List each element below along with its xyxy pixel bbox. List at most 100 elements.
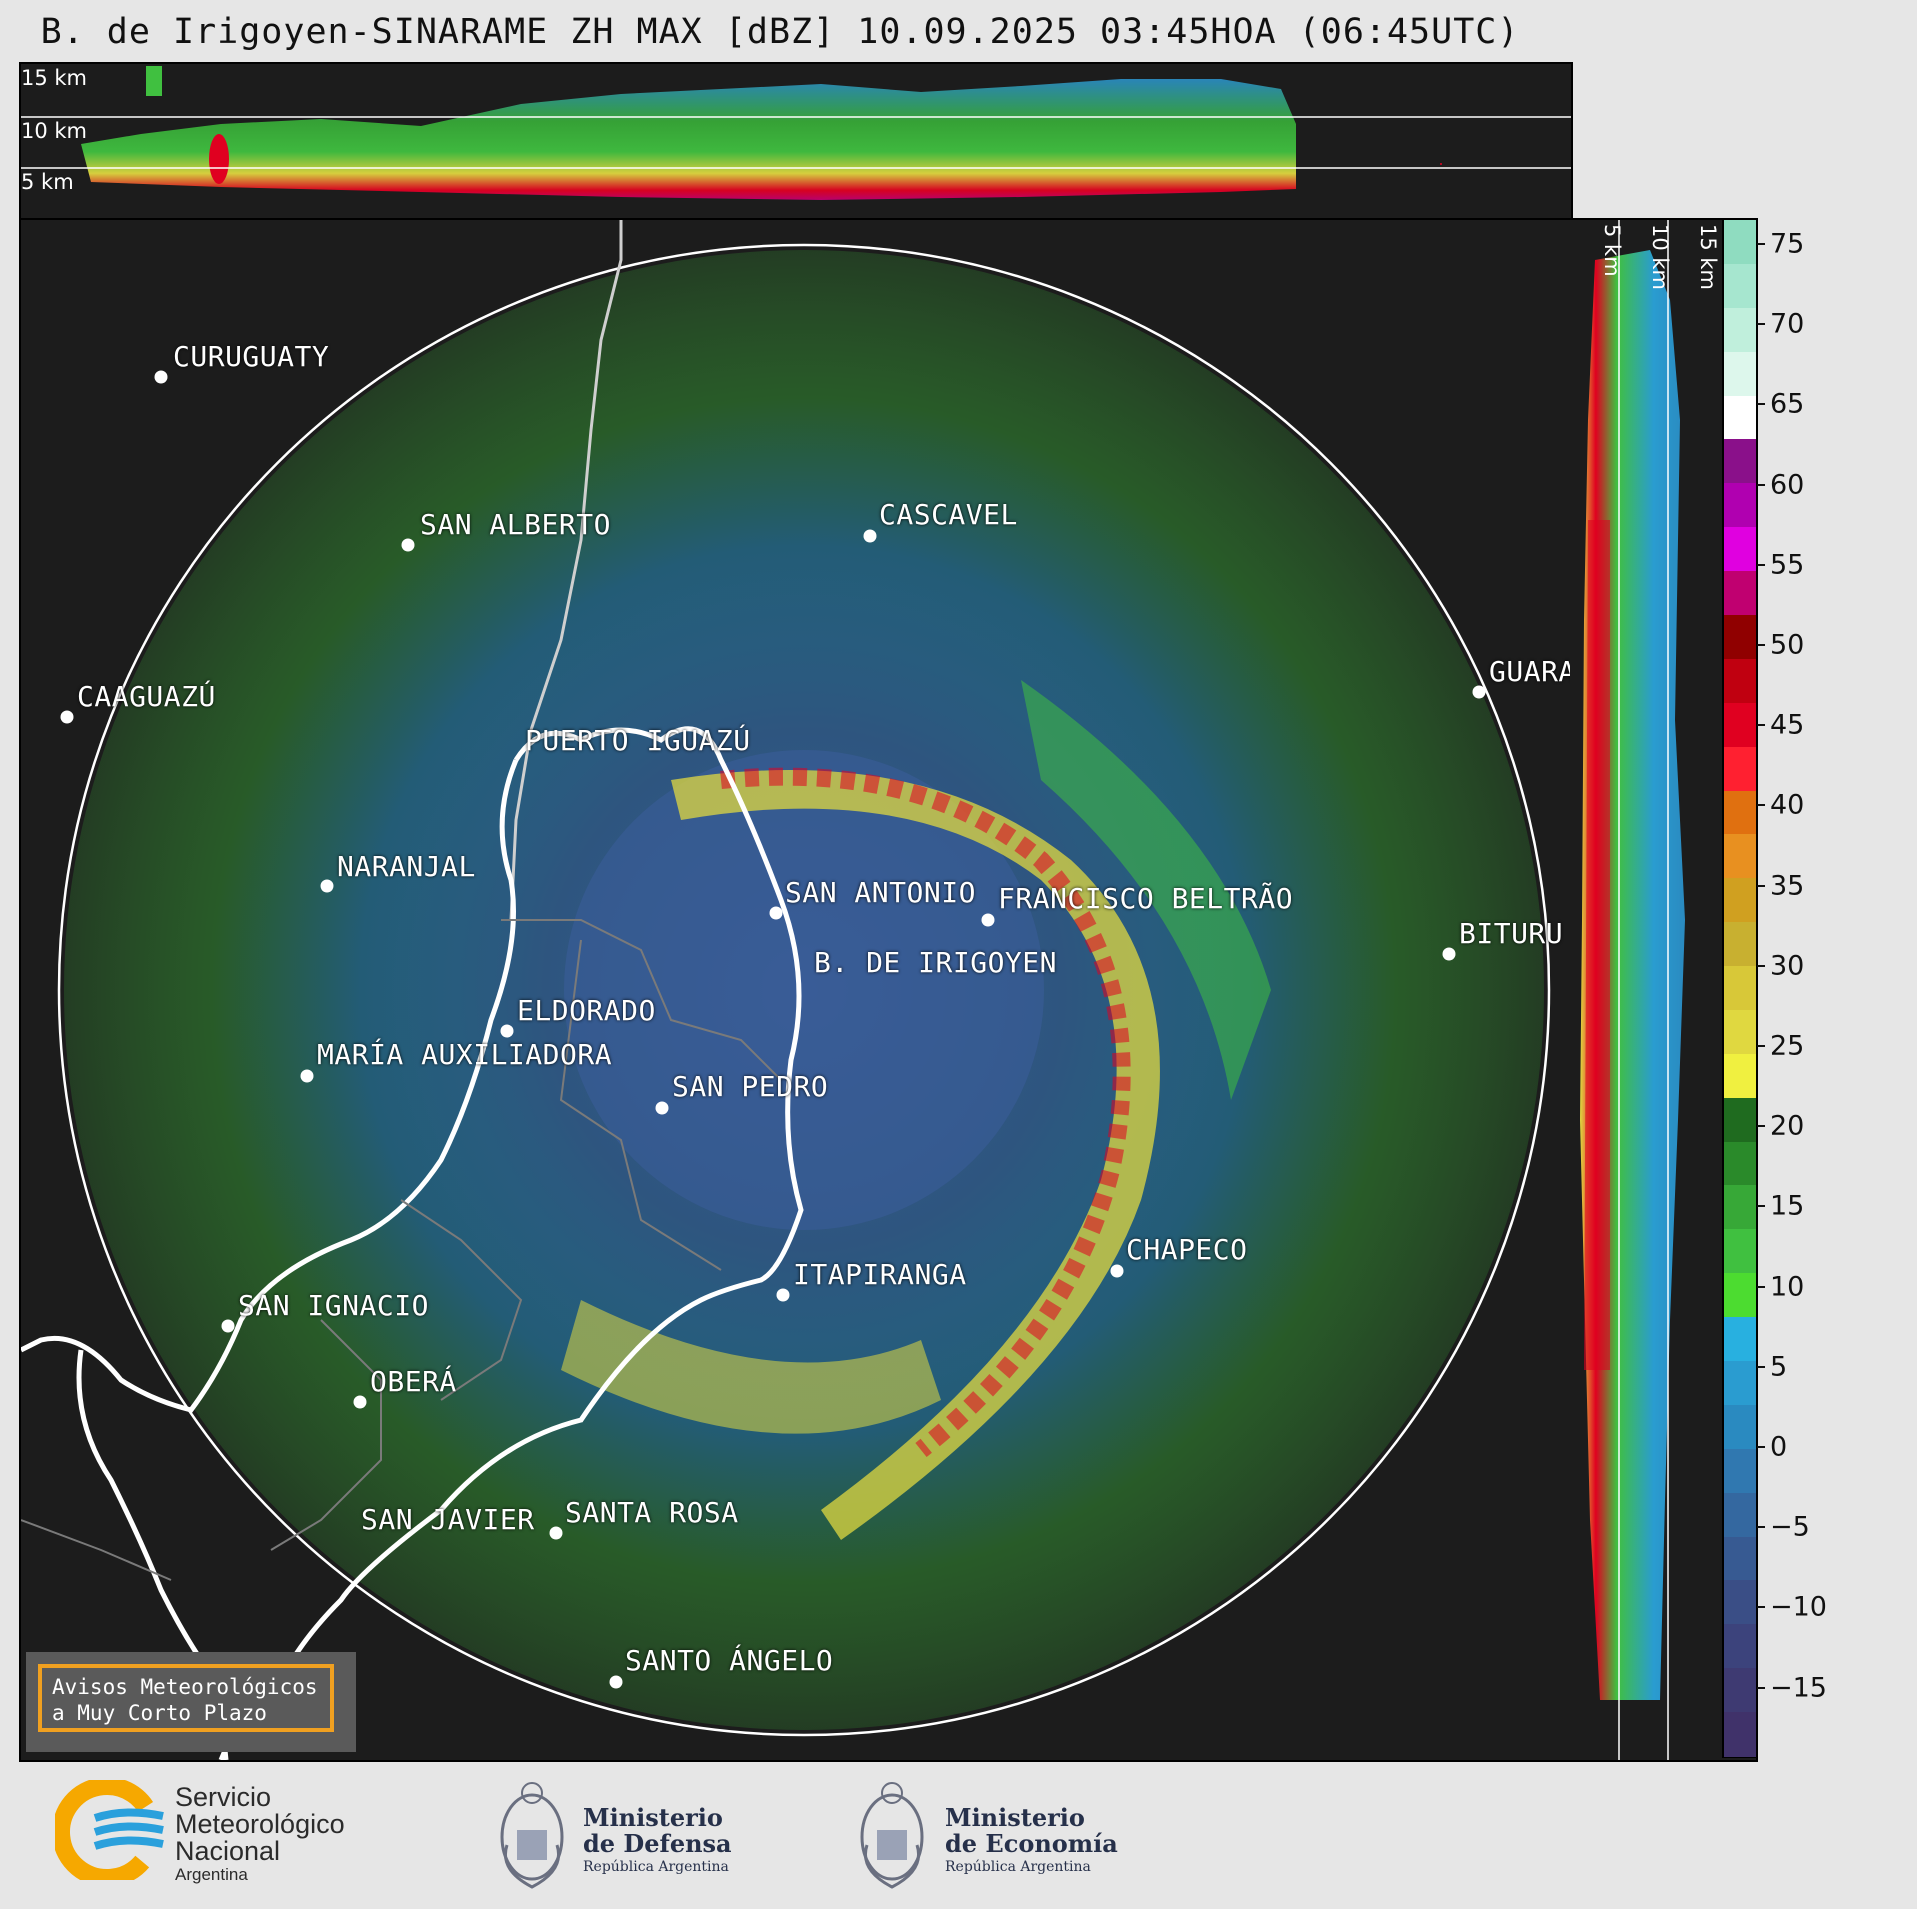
colorbar-band bbox=[1724, 1404, 1756, 1450]
colorbar-tick-label: −5 bbox=[1770, 1511, 1810, 1543]
city-label-bituru: BITURU bbox=[1459, 917, 1564, 950]
colorbar-band bbox=[1724, 1492, 1756, 1538]
colorbar-band bbox=[1724, 1273, 1756, 1319]
colorbar-tick-label: 55 bbox=[1770, 549, 1805, 581]
top-height-label-15km: 15 km bbox=[21, 66, 88, 90]
top-height-profile-panel: 15 km 10 km 5 km bbox=[19, 62, 1573, 221]
city-label-chapeco: CHAPECO bbox=[1126, 1233, 1248, 1266]
city-marker-santa-rosa bbox=[549, 1526, 563, 1540]
city-marker-bituru bbox=[1442, 947, 1456, 961]
side-height-label-5km: 5 km bbox=[1600, 224, 1624, 277]
colorbar-band bbox=[1724, 351, 1756, 397]
city-label-san-alberto: SAN ALBERTO bbox=[420, 508, 611, 541]
colorbar-band bbox=[1724, 922, 1756, 968]
colorbar-tick-label: 20 bbox=[1770, 1110, 1805, 1142]
economia-line-3: República Argentina bbox=[945, 1859, 1091, 1875]
colorbar-tick-mark bbox=[1757, 804, 1765, 807]
city-label-san-javier: SAN JAVIER bbox=[361, 1503, 535, 1536]
avisos-box: Avisos Meteorológicos a Muy Corto Plazo bbox=[26, 1652, 356, 1752]
defensa-line-2: de Defensa bbox=[583, 1829, 732, 1858]
city-label-obera: OBERÁ bbox=[370, 1365, 457, 1398]
colorbar-band bbox=[1724, 1624, 1756, 1670]
colorbar-band bbox=[1724, 527, 1756, 573]
city-label-guara: GUARA bbox=[1489, 655, 1573, 688]
city-marker-eldorado bbox=[500, 1024, 514, 1038]
colorbar-tick-label: 40 bbox=[1770, 789, 1805, 821]
colorbar-tick-label: 65 bbox=[1770, 388, 1805, 420]
escudo-defensa-icon bbox=[500, 1782, 564, 1889]
city-marker-cascavel bbox=[863, 529, 877, 543]
city-marker-francisco-beltrao bbox=[981, 913, 995, 927]
colorbar-band bbox=[1724, 439, 1756, 485]
colorbar-band bbox=[1724, 1229, 1756, 1275]
city-label-francisco-beltrao: FRANCISCO BELTRÃO bbox=[998, 882, 1294, 915]
colorbar-band bbox=[1724, 1317, 1756, 1363]
defensa-line-1: Ministerio bbox=[583, 1803, 723, 1832]
city-label-curuguaty: CURUGUATY bbox=[173, 340, 330, 373]
city-label-eldorado: ELDORADO bbox=[517, 994, 656, 1027]
colorbar-band bbox=[1724, 1185, 1756, 1231]
colorbar-band bbox=[1724, 1097, 1756, 1143]
city-label-san-antonio: SAN ANTONIO bbox=[785, 876, 976, 909]
colorbar-tick-mark bbox=[1757, 1365, 1765, 1368]
city-marker-chapeco bbox=[1110, 1264, 1124, 1278]
colorbar-tick-label: 75 bbox=[1770, 228, 1805, 260]
colorbar-band bbox=[1724, 1053, 1756, 1099]
colorbar-band bbox=[1724, 1536, 1756, 1582]
top-profile-graphic bbox=[21, 66, 1571, 200]
colorbar-tick-mark bbox=[1757, 1686, 1765, 1689]
escudo-economia-icon bbox=[860, 1782, 924, 1889]
colorbar-band bbox=[1724, 878, 1756, 924]
side-height-label-10km: 10 km bbox=[1648, 224, 1672, 291]
colorbar-tick-mark bbox=[1757, 644, 1765, 646]
colorbar-tick-mark bbox=[1757, 724, 1765, 727]
colorbar-tick-mark bbox=[1757, 1606, 1765, 1609]
colorbar-band bbox=[1724, 658, 1756, 704]
colorbar-tick-label: 25 bbox=[1770, 1030, 1805, 1062]
city-label-b-de-irigoyen: B. DE IRIGOYEN bbox=[814, 946, 1058, 979]
colorbar-band bbox=[1724, 1141, 1756, 1187]
colorbar-tick-mark bbox=[1757, 403, 1765, 406]
smn-line-2: Meteorológico bbox=[175, 1809, 345, 1839]
colorbar-tick-label: 35 bbox=[1770, 870, 1805, 902]
city-marker-santo-angelo bbox=[609, 1675, 623, 1689]
colorbar-tick-mark bbox=[1757, 1446, 1765, 1448]
colorbar-band bbox=[1724, 571, 1756, 616]
colorbar-band bbox=[1724, 702, 1756, 748]
city-label-puerto-iguazu: PUERTO IGUAZÚ bbox=[525, 724, 751, 757]
city-label-maria-auxiliadora: MARÍA AUXILIADORA bbox=[317, 1038, 613, 1071]
reflectivity-colorbar bbox=[1722, 218, 1758, 1758]
ministerio-defensa-logo: Ministerio de Defensa República Argentin… bbox=[495, 1775, 755, 1895]
top-height-label-10km: 10 km bbox=[21, 119, 88, 143]
smn-line-1: Servicio bbox=[175, 1782, 272, 1812]
radar-map-panel: CURUGUATY SAN ALBERTO CAAGUAZÚ CASCAVEL … bbox=[19, 218, 1573, 1762]
colorbar-band bbox=[1724, 1712, 1756, 1757]
top-height-label-5km: 5 km bbox=[21, 170, 74, 194]
city-marker-san-pedro bbox=[655, 1101, 669, 1115]
colorbar-band bbox=[1724, 307, 1756, 353]
colorbar-band bbox=[1724, 1668, 1756, 1714]
avisos-frame: Avisos Meteorológicos a Muy Corto Plazo bbox=[38, 1664, 334, 1732]
city-marker-curuguaty bbox=[154, 370, 168, 384]
colorbar-tick-mark bbox=[1757, 1125, 1765, 1128]
city-marker-maria-auxiliadora bbox=[300, 1069, 314, 1083]
colorbar-tick-label: 10 bbox=[1770, 1271, 1805, 1303]
colorbar-tick-label: 60 bbox=[1770, 469, 1805, 501]
ministerio-economia-logo: Ministerio de Economía República Argenti… bbox=[855, 1775, 1135, 1895]
city-label-santo-angelo: SANTO ÁNGELO bbox=[625, 1644, 834, 1677]
smn-logo: Servicio Meteorológico Nacional Argentin… bbox=[55, 1780, 385, 1890]
colorbar-tick-mark bbox=[1757, 243, 1765, 245]
city-label-caaguazu: CAAGUAZÚ bbox=[77, 680, 216, 713]
city-label-san-pedro: SAN PEDRO bbox=[672, 1070, 829, 1103]
city-label-naranjal: NARANJAL bbox=[337, 850, 476, 883]
avisos-line-2: a Muy Corto Plazo bbox=[52, 1701, 267, 1725]
colorbar-band bbox=[1724, 746, 1756, 792]
colorbar-band bbox=[1724, 483, 1756, 529]
colorbar-tick-label: 50 bbox=[1770, 629, 1805, 661]
side-height-label-15km: 15 km bbox=[1696, 224, 1720, 291]
colorbar-tick-label: 5 bbox=[1770, 1351, 1788, 1383]
city-label-santa-rosa: SANTA ROSA bbox=[565, 1496, 739, 1529]
colorbar-band bbox=[1724, 1361, 1756, 1406]
economia-line-1: Ministerio bbox=[945, 1803, 1085, 1832]
colorbar-tick-mark bbox=[1757, 964, 1765, 967]
